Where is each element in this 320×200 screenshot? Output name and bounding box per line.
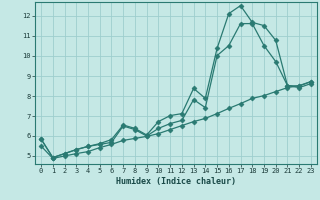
- X-axis label: Humidex (Indice chaleur): Humidex (Indice chaleur): [116, 177, 236, 186]
